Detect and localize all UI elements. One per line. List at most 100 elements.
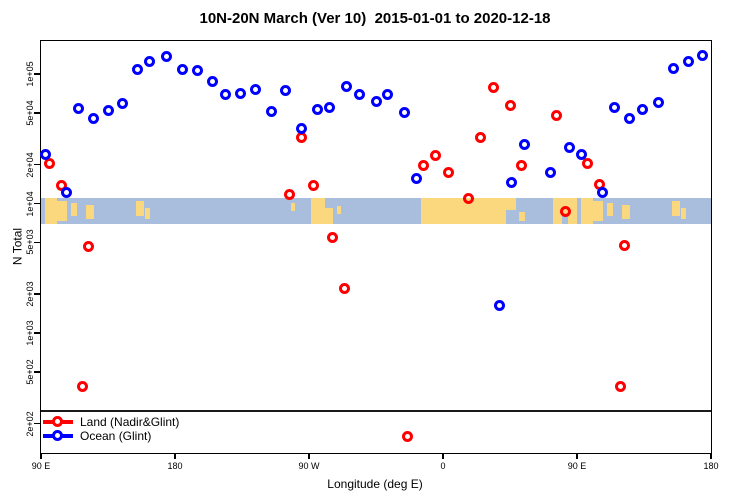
land-circle-marker-icon: [52, 415, 63, 427]
data-point: [370, 95, 382, 107]
y-tick-label: 1e+04: [25, 190, 35, 217]
x-tick-mark: [174, 453, 176, 459]
data-point: [307, 180, 319, 192]
land-patch: [71, 203, 78, 217]
data-point: [623, 112, 635, 124]
data-point: [430, 150, 442, 162]
data-point: [614, 381, 626, 393]
y-tick-label: 5e+03: [25, 229, 35, 256]
y-tick-mark: [34, 371, 40, 373]
land-patch: [443, 198, 506, 224]
world-map-strip: [41, 198, 711, 224]
data-point: [296, 122, 308, 134]
data-point: [83, 241, 95, 253]
data-point: [160, 51, 172, 63]
land-patch: [672, 200, 681, 217]
data-point: [550, 109, 562, 121]
land-patch: [136, 200, 145, 217]
data-point: [132, 63, 144, 75]
data-point: [619, 240, 631, 252]
x-tick-mark: [308, 453, 310, 459]
ocean-circle-marker-icon: [52, 429, 63, 441]
data-point: [191, 64, 203, 76]
data-point: [596, 187, 608, 199]
data-point: [410, 173, 422, 185]
x-tick-label: 0: [440, 461, 446, 471]
y-tick-label: 2e+02: [25, 410, 35, 437]
data-point: [77, 381, 89, 393]
data-point: [564, 141, 576, 153]
plot-area: Land (Nadir&Glint) Ocean (Glint) 1e+05 5e…: [25, 40, 719, 471]
data-point: [398, 107, 410, 119]
y-axis-title: N Total: [10, 227, 25, 266]
data-point: [284, 188, 296, 200]
land-patch: [593, 200, 604, 222]
data-point: [220, 88, 232, 100]
x-axis-title: Longitude (deg E): [327, 477, 423, 491]
land-patch: [568, 216, 577, 224]
data-point: [327, 232, 339, 244]
land-patch: [144, 208, 150, 219]
data-point: [504, 99, 516, 111]
land-line-marker-icon: [43, 415, 73, 427]
data-point: [668, 62, 680, 74]
land-patch: [505, 198, 517, 210]
data-point: [39, 149, 51, 161]
data-point: [653, 96, 665, 108]
x-tick-label: 90 W: [298, 461, 320, 471]
x-tick-mark: [40, 453, 42, 459]
y-tick-mark: [34, 163, 40, 166]
land-patch: [85, 204, 94, 219]
land-patch: [45, 198, 58, 224]
data-point: [312, 104, 324, 116]
y-tick-label: 5e+02: [25, 359, 35, 385]
data-point: [340, 81, 352, 93]
y-tick-label: 2e+03: [25, 281, 35, 307]
land-patch: [607, 203, 614, 217]
data-point: [559, 205, 571, 217]
y-tick-mark: [34, 241, 40, 244]
data-point: [72, 103, 84, 115]
x-tick-mark: [576, 453, 578, 459]
legend: Land (Nadir&Glint) Ocean (Glint): [43, 415, 179, 443]
y-tick-mark: [34, 73, 40, 75]
data-point: [474, 131, 486, 143]
data-point: [494, 300, 506, 312]
y-tick-mark: [34, 112, 40, 114]
data-point: [266, 106, 278, 118]
y-tick-mark: [34, 202, 40, 205]
data-point: [117, 97, 129, 109]
land-patch: [290, 203, 295, 211]
data-point: [339, 282, 351, 294]
land-patch: [518, 212, 525, 222]
data-point: [87, 112, 99, 124]
land-patch: [311, 198, 326, 224]
data-point: [581, 158, 593, 170]
x-tick-label: 90 E: [567, 461, 587, 471]
y-tick-mark: [34, 332, 40, 334]
data-point: [249, 83, 261, 95]
x-tick-mark: [442, 453, 444, 459]
y-tick-mark: [34, 422, 40, 425]
legend-item-ocean: Ocean (Glint): [43, 429, 179, 443]
land-patch: [581, 198, 594, 224]
legend-label-ocean: Ocean (Glint): [80, 429, 152, 443]
y-tick-label: 1e+05: [25, 61, 35, 87]
data-point: [519, 139, 531, 151]
land-patch: [337, 205, 342, 214]
chart-title: 10N-20N March (Ver 10) 2015-01-01 to 202…: [199, 10, 551, 27]
threshold-line: [41, 410, 711, 412]
data-point: [279, 85, 291, 97]
land-patch: [552, 216, 562, 224]
x-tick-mark: [710, 453, 712, 459]
land-patch: [680, 208, 686, 219]
x-tick-label: 180: [167, 461, 183, 471]
x-tick-label: 180: [703, 461, 719, 471]
data-point: [382, 88, 394, 100]
x-tick-label: 90 E: [31, 461, 51, 471]
data-point: [354, 89, 366, 101]
y-tick-label: 2e+04: [25, 151, 35, 178]
ocean-line-marker-icon: [43, 429, 73, 441]
data-point: [144, 56, 156, 68]
